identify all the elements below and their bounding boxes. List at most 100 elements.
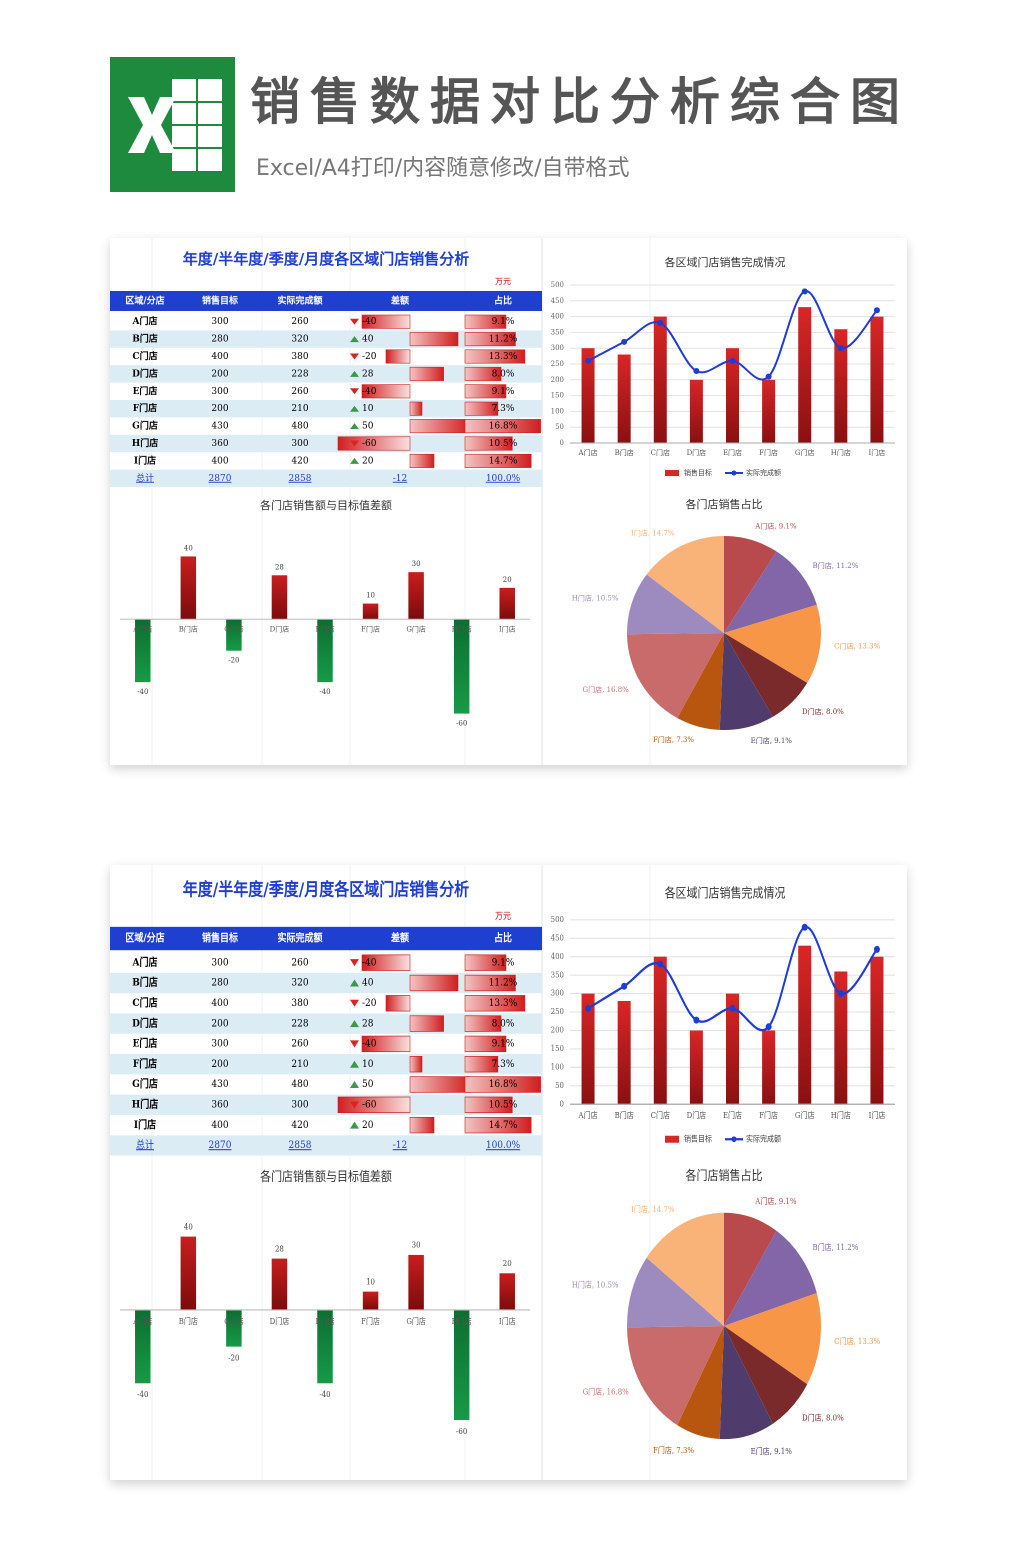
- cell: 380: [291, 997, 308, 1009]
- cell: 40: [362, 335, 374, 345]
- bar: [271, 575, 288, 620]
- bar: [271, 1258, 288, 1310]
- cell: A门店: [132, 955, 158, 969]
- slice-label: I门店, 14.7%: [631, 1204, 674, 1215]
- total-cell: 100.0%: [486, 474, 521, 484]
- pie-slice: [646, 536, 724, 633]
- cell: 200: [211, 1018, 228, 1030]
- pie-slice: [719, 1325, 773, 1440]
- value-label: 20: [503, 576, 512, 584]
- x-tick-label: D门店: [270, 624, 290, 633]
- cell: I门店: [134, 1117, 156, 1131]
- bar: [135, 619, 151, 683]
- total-cell: 总计: [136, 472, 154, 484]
- marker: [801, 923, 808, 931]
- cell: 380: [291, 352, 308, 362]
- slice-label: E门店, 9.1%: [751, 1445, 792, 1456]
- trend-icon: [350, 370, 359, 377]
- cell: F门店: [133, 402, 157, 414]
- x-tick-label: B门店: [179, 1315, 198, 1326]
- x-tick-label: I门店: [499, 1315, 516, 1326]
- marker: [657, 960, 664, 968]
- value-label: 28: [275, 1244, 284, 1254]
- share-bar: [464, 1096, 513, 1113]
- pie-slice: [646, 1212, 724, 1326]
- x-tick-label: F门店: [759, 1109, 778, 1120]
- cell: 40: [362, 977, 373, 989]
- x-tick-label: E门店: [315, 1315, 334, 1326]
- cell: 280: [211, 335, 228, 345]
- diff-bar: [409, 1015, 444, 1032]
- value-label: 40: [184, 1222, 193, 1232]
- diff-bar: [409, 366, 444, 381]
- diff-bar: [385, 995, 411, 1012]
- share-bar: [464, 349, 526, 364]
- pie-slice: [627, 1257, 724, 1328]
- share-bar: [464, 453, 532, 468]
- marker: [837, 345, 844, 352]
- cell: 210: [291, 1058, 308, 1070]
- marker: [729, 357, 736, 364]
- trend-icon: [350, 1121, 359, 1129]
- slice-label: G门店, 16.8%: [583, 1386, 629, 1397]
- bar: [362, 1291, 379, 1310]
- bar: [499, 587, 515, 620]
- cell: 9.1%: [492, 317, 515, 327]
- slice-label: B门店, 11.2%: [813, 561, 859, 570]
- x-tick-label: B门店: [615, 448, 634, 457]
- cell: -40: [362, 317, 377, 327]
- cell: I门店: [134, 454, 156, 466]
- y-tick-label: 250: [551, 1007, 564, 1017]
- share-bar: [464, 332, 516, 347]
- bar: [617, 1000, 631, 1105]
- header-title: 销售数据对比分析综合图: [250, 73, 910, 131]
- trend-icon: [350, 1101, 359, 1109]
- x-tick-label: C门店: [651, 448, 670, 457]
- legend-swatch: [665, 1135, 679, 1143]
- bar: [762, 1030, 776, 1105]
- slice-label: H门店, 10.5%: [572, 593, 619, 602]
- cell: 430: [211, 1079, 228, 1091]
- y-tick-label: 500: [551, 914, 564, 924]
- cell: 260: [291, 317, 308, 327]
- diff-bar: [361, 954, 411, 971]
- cell: 228: [291, 369, 308, 379]
- bar: [317, 619, 333, 683]
- column-header: 区域/分店: [125, 930, 164, 944]
- legend-swatch: [665, 470, 679, 476]
- cell: 10.5%: [489, 439, 518, 449]
- total-cell: 2870: [209, 474, 232, 484]
- bar: [653, 316, 667, 443]
- column-header: 销售目标: [202, 295, 238, 307]
- diff-bar: [361, 314, 411, 329]
- slice-label: I门店, 14.7%: [631, 529, 675, 538]
- x-tick-label: I门店: [499, 624, 516, 633]
- dashboard-panel: 年度/半年度/季度/月度各区域门店销售分析万元区域/分店 销售目标 实际完成额 差额占…: [110, 865, 907, 1480]
- slice-label: A门店, 9.1%: [754, 1195, 796, 1206]
- column-header: 差额: [391, 295, 409, 307]
- y-tick-label: 450: [551, 297, 564, 305]
- legend-swatch: [731, 1136, 737, 1143]
- cell: C门店: [132, 350, 157, 362]
- dashboard-panel: 年度/半年度/季度/月度各区域门店销售分析万元区域/分店 销售目标 实际完成额 差额占…: [110, 238, 907, 765]
- cell: 11.2%: [489, 977, 518, 989]
- cell: 300: [291, 1099, 308, 1111]
- slice-label: D门店, 8.0%: [802, 707, 844, 716]
- bar: [870, 956, 884, 1105]
- value-label: 10: [366, 592, 375, 600]
- y-tick-label: 450: [551, 933, 564, 943]
- value-label: -60: [456, 1426, 467, 1436]
- bar: [581, 348, 595, 443]
- bar: [617, 354, 631, 443]
- value-label: -40: [319, 1390, 330, 1400]
- diff-bar: [409, 1076, 471, 1093]
- share-bar: [464, 366, 502, 381]
- excel-logo: [110, 57, 235, 192]
- x-tick-label: G门店: [406, 1315, 426, 1326]
- y-tick-label: 50: [555, 423, 564, 431]
- y-tick-label: 300: [551, 988, 564, 998]
- x-tick-label: I门店: [869, 1109, 886, 1120]
- pie-slice: [627, 574, 724, 635]
- pie-slice: [677, 633, 724, 730]
- x-tick-label: G门店: [795, 1109, 815, 1120]
